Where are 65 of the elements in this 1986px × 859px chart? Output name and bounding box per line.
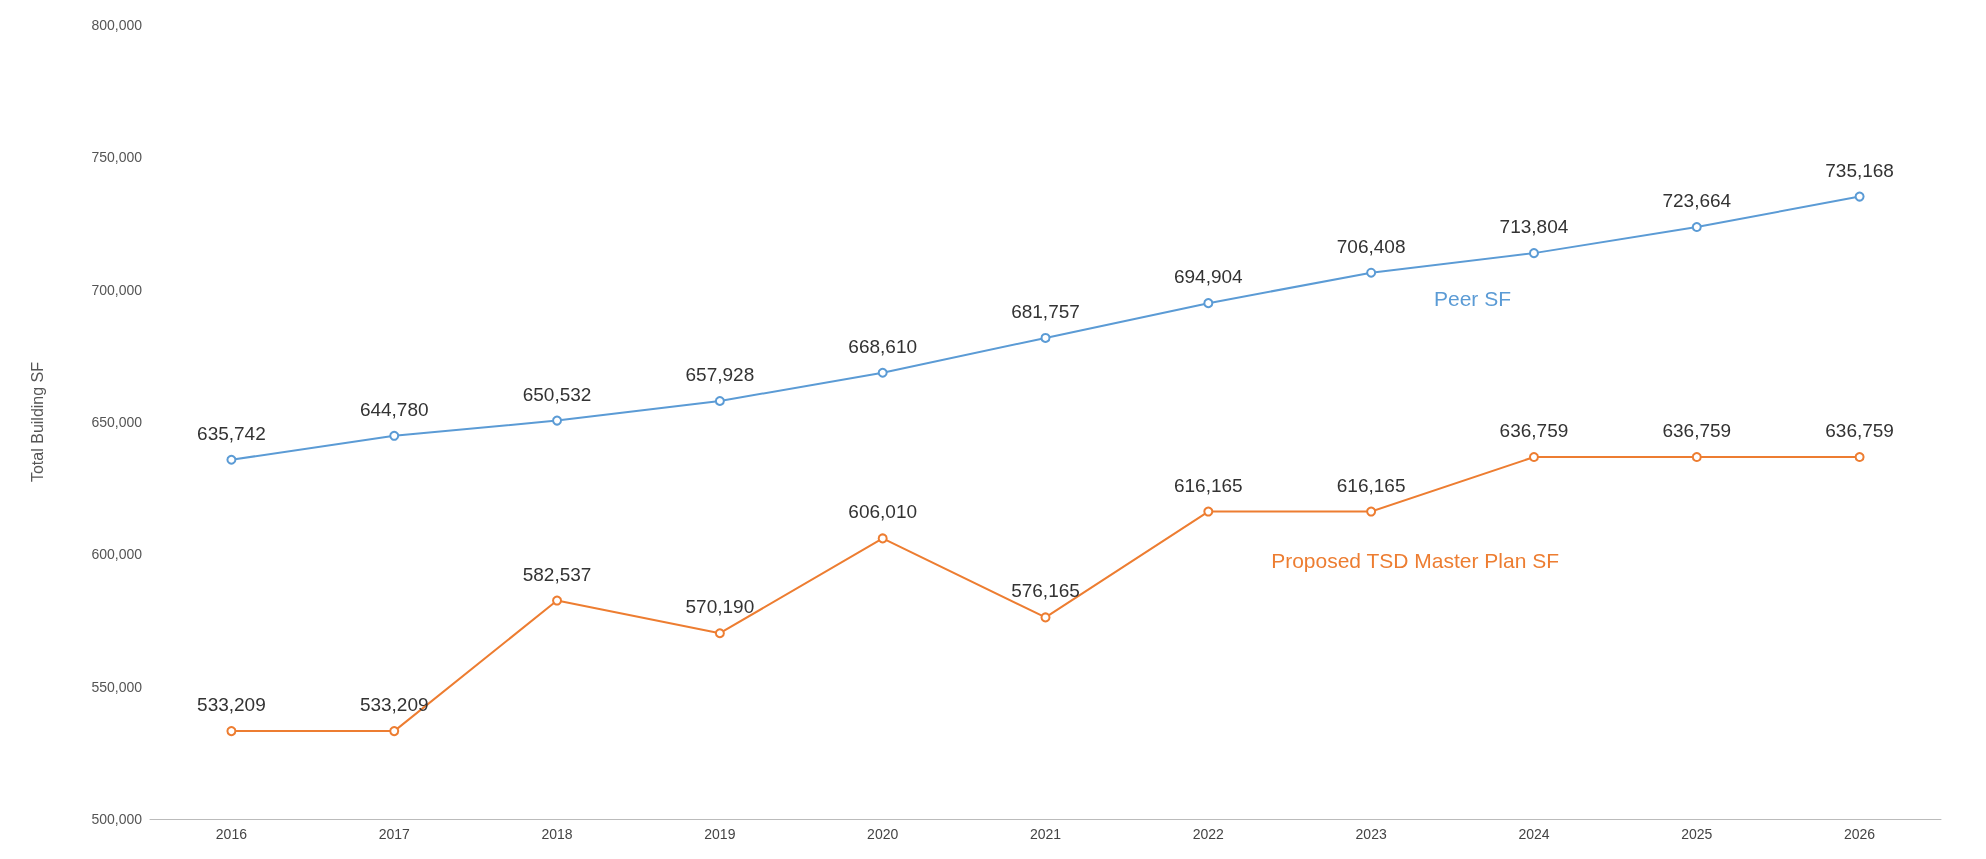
data-label: 706,408: [1336, 235, 1406, 257]
data-label: 713,804: [1499, 216, 1569, 238]
y-tick-label: 600,000: [91, 546, 143, 563]
y-tick-label: 550,000: [91, 678, 143, 695]
data-label: 668,610: [848, 335, 918, 357]
data-label: 635,742: [197, 422, 266, 444]
point: [1528, 452, 1539, 463]
point: [552, 415, 563, 426]
data-label: 636,759: [1499, 420, 1569, 442]
data-label: 576,165: [1011, 580, 1080, 602]
point: [1854, 191, 1865, 202]
point: [389, 726, 400, 737]
data-label: 533,209: [197, 694, 266, 716]
x-tick-label: 2019: [704, 826, 736, 842]
data-label: 650,532: [522, 383, 592, 405]
series-label: Proposed TSD Master Plan SF: [1271, 549, 1560, 573]
y-tick-label: 650,000: [91, 414, 143, 430]
point: [1854, 452, 1865, 463]
point: [714, 628, 725, 639]
point: [1040, 612, 1051, 623]
data-label: 606,010: [848, 501, 918, 523]
data-label: 616,165: [1173, 474, 1243, 496]
y-tick-label: 750,000: [91, 149, 143, 166]
point: [1366, 267, 1377, 278]
data-label: 644,780: [359, 398, 429, 420]
point: [1203, 298, 1214, 309]
point: [1366, 506, 1377, 517]
data-label: 657,928: [685, 364, 755, 386]
x-tick-label: 2020: [867, 826, 899, 842]
point: [1691, 452, 1702, 463]
point: [877, 367, 888, 378]
y-tick-label: 700,000: [91, 281, 143, 298]
data-label: 636,759: [1662, 420, 1732, 442]
series-label: Peer SF: [1433, 287, 1511, 311]
point: [552, 595, 563, 606]
x-tick-label: 2025: [1681, 826, 1713, 842]
data-label: 570,190: [685, 596, 755, 618]
data-label: 694,904: [1173, 266, 1244, 288]
data-label: 681,757: [1011, 300, 1080, 322]
data-label: 582,537: [522, 563, 592, 585]
x-tick-label: 2017: [378, 826, 411, 842]
y-tick-label: 800,000: [91, 17, 143, 33]
point: [1691, 222, 1702, 233]
data-label: 533,209: [359, 694, 429, 716]
x-tick-label: 2023: [1355, 826, 1387, 842]
point: [1528, 248, 1539, 259]
point: [1203, 506, 1214, 517]
data-label: 723,664: [1662, 190, 1732, 212]
x-tick-label: 2022: [1192, 826, 1225, 842]
x-tick-label: 2018: [541, 826, 573, 842]
data-label: 735,168: [1825, 159, 1894, 181]
point: [226, 726, 237, 737]
x-tick-label: 2026: [1844, 826, 1876, 842]
point: [389, 430, 400, 441]
point: [714, 396, 725, 407]
y-axis-title: Total Building SF: [28, 361, 46, 483]
y-tick-label: 500,000: [91, 811, 143, 827]
x-tick-label: 2021: [1029, 826, 1062, 842]
data-label: 636,759: [1825, 420, 1894, 442]
data-label: 616,165: [1336, 474, 1406, 496]
point: [877, 533, 888, 544]
point: [1040, 332, 1051, 343]
x-tick-label: 2024: [1518, 826, 1550, 842]
point: [226, 454, 237, 465]
x-tick-label: 2016: [215, 826, 248, 842]
